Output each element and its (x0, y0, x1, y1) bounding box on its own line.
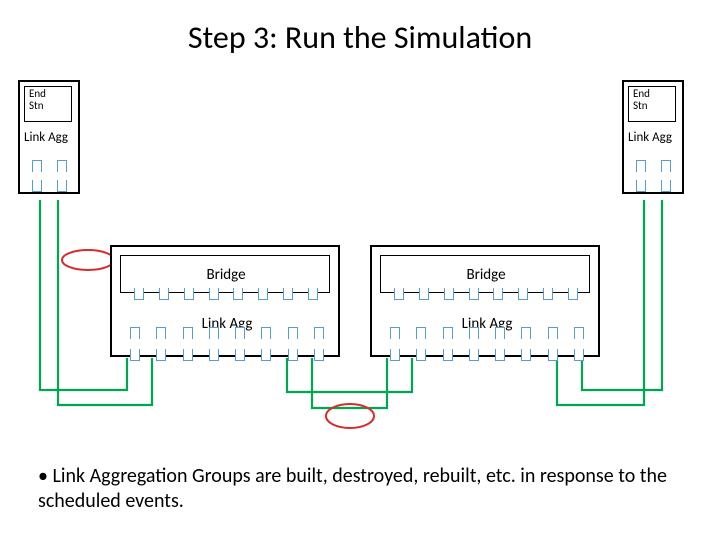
port-icon (314, 349, 324, 361)
port-icon (636, 180, 646, 192)
end-stn-label: EndStn (633, 88, 650, 112)
port-icon (469, 288, 479, 300)
end-station-right-inner: EndStn (628, 86, 676, 122)
port-icon (235, 327, 245, 339)
port-icon (548, 349, 558, 361)
port-row (382, 327, 592, 339)
page-title: Step 3: Run the Simulation (0, 18, 720, 57)
port-icon (390, 327, 400, 339)
bridge-left: Bridge Link Agg (110, 245, 340, 357)
port-row (24, 160, 74, 172)
port-icon (444, 288, 454, 300)
port-icon (568, 288, 578, 300)
port-icon (283, 288, 293, 300)
port-icon (258, 288, 268, 300)
port-icon (183, 327, 193, 339)
end-station-left: EndStn Link Agg (18, 80, 80, 194)
port-icon (159, 288, 169, 300)
port-icon (288, 349, 298, 361)
bullet-text: Link Aggregation Groups are built, destr… (38, 464, 688, 514)
wire-layer (0, 70, 720, 460)
bridge-label: Bridge (121, 266, 331, 284)
port-row (122, 327, 332, 339)
port-row (24, 180, 74, 192)
port-icon (184, 288, 194, 300)
link-agg-label: Link Agg (24, 130, 68, 145)
port-icon (209, 349, 219, 361)
port-icon (416, 327, 426, 339)
port-icon (443, 327, 453, 339)
port-icon (521, 327, 531, 339)
bridge-label: Bridge (381, 266, 591, 284)
port-icon (209, 288, 219, 300)
port-row (628, 160, 678, 172)
port-row (122, 349, 332, 361)
port-icon (32, 160, 42, 172)
port-icon (235, 349, 245, 361)
port-icon (57, 180, 67, 192)
port-icon (156, 327, 166, 339)
port-icon (521, 349, 531, 361)
port-icon (543, 288, 553, 300)
port-icon (134, 288, 144, 300)
port-row (127, 288, 325, 300)
port-icon (308, 288, 318, 300)
port-icon (314, 327, 324, 339)
port-icon (261, 349, 271, 361)
port-icon (261, 327, 271, 339)
port-row (628, 180, 678, 192)
port-icon (419, 288, 429, 300)
port-icon (156, 349, 166, 361)
link-agg-label: Link Agg (628, 130, 672, 145)
port-icon (288, 327, 298, 339)
port-row (382, 349, 592, 361)
port-icon (32, 180, 42, 192)
port-icon (493, 288, 503, 300)
bridge-right-inner: Bridge (380, 255, 590, 293)
port-icon (469, 349, 479, 361)
port-icon (233, 288, 243, 300)
port-icon (416, 349, 426, 361)
port-icon (469, 327, 479, 339)
port-icon (495, 349, 505, 361)
end-stn-label: EndStn (29, 88, 46, 112)
end-station-left-inner: EndStn (24, 86, 72, 122)
port-icon (394, 288, 404, 300)
port-icon (574, 349, 584, 361)
port-icon (390, 349, 400, 361)
port-icon (548, 327, 558, 339)
bridge-right: Bridge Link Agg (370, 245, 600, 357)
port-icon (57, 160, 67, 172)
port-icon (209, 327, 219, 339)
port-icon (661, 180, 671, 192)
port-icon (661, 160, 671, 172)
port-icon (495, 327, 505, 339)
port-icon (636, 160, 646, 172)
port-icon (130, 327, 140, 339)
port-row (387, 288, 585, 300)
end-station-right: EndStn Link Agg (622, 80, 684, 194)
port-icon (518, 288, 528, 300)
port-icon (130, 349, 140, 361)
port-icon (574, 327, 584, 339)
port-icon (183, 349, 193, 361)
network-diagram: EndStn Link Agg EndStn Link Agg Bridge (0, 70, 720, 460)
bridge-left-inner: Bridge (120, 255, 330, 293)
port-icon (443, 349, 453, 361)
